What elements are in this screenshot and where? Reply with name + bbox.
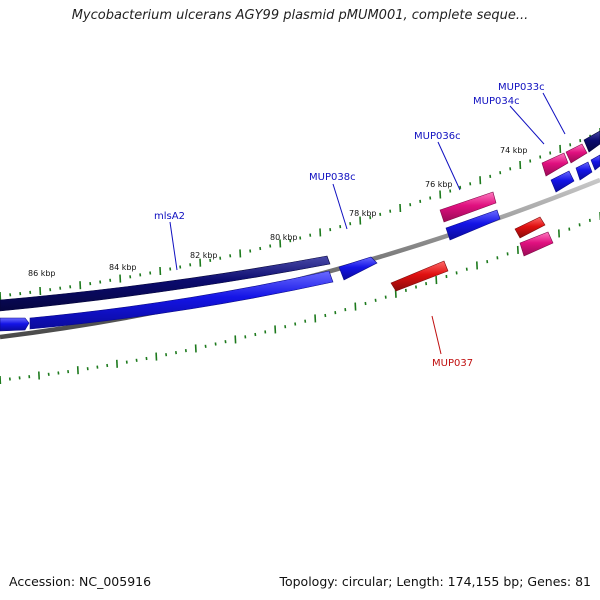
feature-navy-long: [0, 255, 331, 312]
feature-navy-right: [583, 130, 600, 153]
leader-mup034c: [509, 105, 545, 145]
leader-mup033c: [542, 92, 566, 135]
feature-mup033c-pink: [565, 143, 588, 164]
gene-label-mlsA2[interactable]: mlsA2: [154, 211, 185, 222]
inner-tick-ring: [0, 212, 600, 385]
feature-blue-edge: [590, 154, 600, 171]
leader-mup036c: [437, 141, 461, 191]
gene-label-mup033c[interactable]: MUP033c: [498, 82, 545, 93]
feature-blue-right: [575, 161, 593, 181]
feature-mup034c-pink: [541, 152, 569, 177]
feature-red-small: [514, 216, 546, 239]
scale-label-80kbp: 80 kbp: [270, 233, 298, 242]
outer-tick-ring: [0, 128, 600, 301]
leader-mup038c: [332, 183, 348, 230]
scale-label-84kbp: 84 kbp: [109, 263, 137, 272]
feature-blue-left: [0, 317, 30, 332]
leader-mlsA2: [169, 221, 178, 271]
map-title: Mycobacterium ulcerans AGY99 plasmid pMU…: [71, 8, 529, 23]
leader-mup037: [431, 315, 442, 355]
feature-mup037-arrow: [390, 260, 449, 292]
feature-pink-small: [519, 231, 554, 257]
gene-label-mup036c[interactable]: MUP036c: [414, 131, 461, 142]
summary-text: Topology: circular; Length: 174,155 bp; …: [279, 574, 591, 589]
gene-label-mup038c[interactable]: MUP038c: [309, 172, 356, 183]
scale-label-86kbp: 86 kbp: [28, 269, 56, 278]
feature-mup036c-pink: [439, 191, 497, 223]
feature-mup038c-arrow: [338, 256, 378, 281]
gene-label-mup034c[interactable]: MUP034c: [473, 96, 520, 107]
scale-label-76kbp: 76 kbp: [425, 180, 453, 189]
scale-label-74kbp: 74 kbp: [500, 146, 528, 155]
accession-text: Accession: NC_005916: [9, 574, 152, 589]
feature-blue-long: [29, 270, 334, 330]
feature-mup036c-blue: [445, 209, 501, 241]
feature-blue-mid: [550, 170, 575, 193]
gene-label-mup037[interactable]: MUP037: [432, 358, 473, 369]
scale-label-82kbp: 82 kbp: [190, 251, 218, 260]
scale-label-78kbp: 78 kbp: [349, 209, 377, 218]
